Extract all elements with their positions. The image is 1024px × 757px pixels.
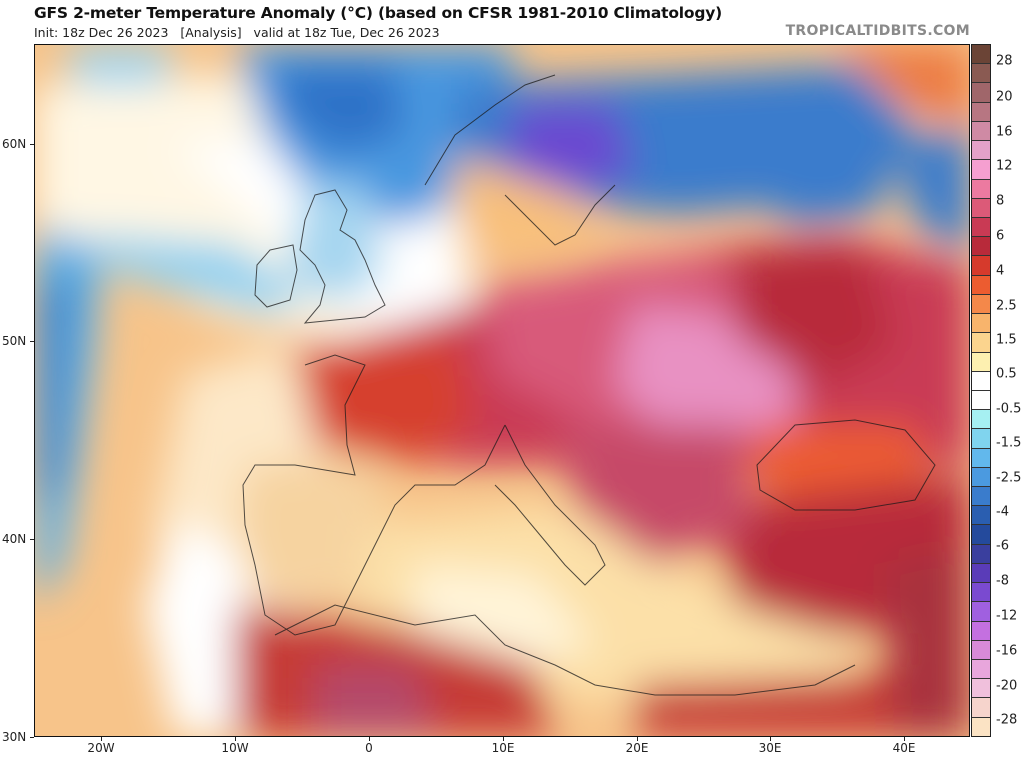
lon-label-30e: 30E bbox=[758, 741, 782, 755]
colorbar-label: -28 bbox=[996, 712, 1018, 728]
colorbar-swatch bbox=[972, 410, 990, 430]
colorbar-swatch bbox=[972, 237, 990, 257]
chart-subtitle: Init: 18z Dec 26 2023 [Analysis] valid a… bbox=[34, 25, 440, 40]
colorbar-label: -6 bbox=[996, 538, 1009, 554]
lat-tick bbox=[30, 341, 34, 342]
lat-tick bbox=[30, 539, 34, 540]
colorbar-label: 0.5 bbox=[996, 366, 1017, 382]
lat-tick bbox=[30, 737, 34, 738]
colorbar-label: -4 bbox=[996, 504, 1009, 520]
lon-tick bbox=[369, 737, 370, 741]
lat-label-30n: 30N bbox=[2, 730, 27, 744]
colorbar-label: 6 bbox=[996, 228, 1005, 244]
colorbar-label: 8 bbox=[996, 193, 1005, 209]
colorbar-swatch bbox=[972, 583, 990, 603]
colorbar-swatch bbox=[972, 717, 990, 736]
colorbar-label: -0.5 bbox=[996, 401, 1022, 417]
colorbar-swatch bbox=[972, 275, 990, 295]
colorbar-swatch bbox=[972, 371, 990, 391]
colorbar-label: 1.5 bbox=[996, 332, 1017, 348]
colorbar-swatch bbox=[972, 487, 990, 507]
colorbar-swatch bbox=[972, 602, 990, 622]
colorbar-label: 16 bbox=[996, 124, 1013, 140]
colorbar-swatch bbox=[972, 294, 990, 315]
colorbar-swatch bbox=[972, 160, 990, 180]
colorbar-label: -12 bbox=[996, 608, 1018, 624]
colorbar-label: -20 bbox=[996, 678, 1018, 694]
colorbar-label: -1.5 bbox=[996, 435, 1022, 451]
colorbar-label: 28 bbox=[996, 53, 1013, 69]
colorbar-swatch bbox=[972, 429, 990, 449]
lon-label-10w: 10W bbox=[221, 741, 249, 755]
colorbar-swatch bbox=[972, 64, 990, 84]
colorbar-label: 4 bbox=[996, 263, 1005, 279]
chart-title: GFS 2-meter Temperature Anomaly (°C) (ba… bbox=[34, 4, 723, 22]
colorbar-label: -8 bbox=[996, 573, 1009, 589]
lon-label-10e: 10E bbox=[491, 741, 515, 755]
colorbar-swatch bbox=[972, 467, 990, 488]
colorbar-swatch bbox=[972, 563, 990, 584]
colorbar-swatch bbox=[972, 352, 990, 372]
lon-label-0: 0 bbox=[365, 741, 373, 755]
colorbar-swatch bbox=[972, 640, 990, 660]
colorbar-swatch bbox=[972, 83, 990, 103]
colorbar-label: -2.5 bbox=[996, 470, 1022, 486]
lon-tick bbox=[904, 737, 905, 741]
lon-tick bbox=[101, 737, 102, 741]
lon-label-20w: 20W bbox=[87, 741, 115, 755]
colorbar-swatch bbox=[972, 544, 990, 564]
lat-label-40n: 40N bbox=[2, 532, 27, 546]
colorbar-label: 12 bbox=[996, 158, 1013, 174]
colorbar-swatch bbox=[972, 217, 990, 238]
colorbar-swatch bbox=[972, 314, 990, 334]
colorbar-swatch bbox=[972, 390, 990, 411]
lon-tick bbox=[235, 737, 236, 741]
lat-tick bbox=[30, 144, 34, 145]
lat-label-60n: 60N bbox=[2, 137, 27, 151]
colorbar-swatch bbox=[972, 660, 990, 680]
colorbar-swatch bbox=[972, 525, 990, 545]
colorbar-swatch bbox=[972, 102, 990, 122]
colorbar-legend bbox=[971, 44, 991, 737]
lon-tick bbox=[637, 737, 638, 741]
colorbar-swatch bbox=[972, 198, 990, 218]
lon-tick bbox=[770, 737, 771, 741]
colorbar-label: 20 bbox=[996, 89, 1013, 105]
colorbar-swatch bbox=[972, 256, 990, 276]
lon-label-20e: 20E bbox=[625, 741, 649, 755]
colorbar-swatch bbox=[972, 679, 990, 699]
colorbar-swatch bbox=[972, 179, 990, 199]
colorbar-swatch bbox=[972, 121, 990, 142]
colorbar-label: 2.5 bbox=[996, 298, 1017, 314]
brand-watermark: TROPICALTIDBITS.COM bbox=[785, 23, 970, 39]
colorbar-label: -16 bbox=[996, 643, 1018, 659]
anomaly-map bbox=[34, 44, 970, 737]
colorbar-swatch bbox=[972, 698, 990, 718]
colorbar-swatch bbox=[972, 506, 990, 526]
colorbar-swatch bbox=[972, 45, 990, 65]
colorbar-swatch bbox=[972, 333, 990, 353]
colorbar-swatch bbox=[972, 141, 990, 161]
lat-label-50n: 50N bbox=[2, 334, 27, 348]
colorbar-swatch bbox=[972, 621, 990, 641]
lon-label-40e: 40E bbox=[892, 741, 916, 755]
lon-tick bbox=[503, 737, 504, 741]
colorbar-swatch bbox=[972, 448, 990, 468]
